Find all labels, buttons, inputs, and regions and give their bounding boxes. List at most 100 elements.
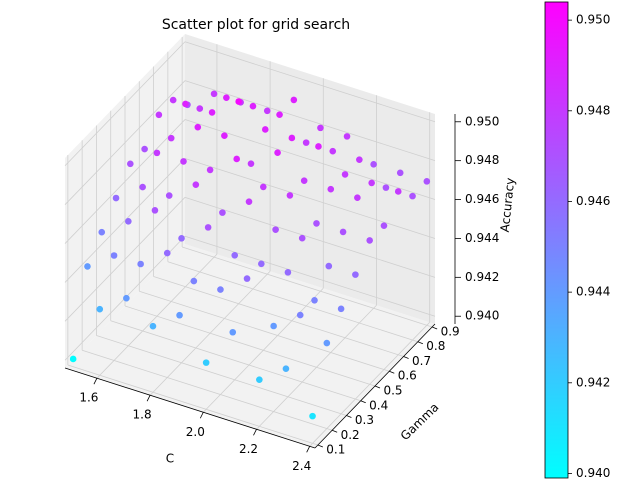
tick-mark [146, 395, 151, 402]
point [276, 111, 283, 118]
point [139, 183, 146, 191]
z-tick-label: 0.950 [465, 114, 499, 128]
point [202, 359, 210, 366]
point [155, 111, 163, 119]
z-tick-label: 0.946 [465, 192, 499, 206]
grid-line [64, 80, 186, 205]
point [176, 311, 183, 319]
point [167, 134, 175, 142]
point [409, 192, 416, 200]
point [217, 286, 224, 293]
point [286, 192, 294, 199]
point [298, 234, 306, 242]
point [394, 188, 402, 195]
point [354, 194, 361, 201]
colorbar-tick-label: 0.946 [576, 194, 610, 208]
x-tick-label: 2.0 [186, 425, 205, 439]
grid-line [184, 41, 436, 123]
point [288, 134, 296, 142]
grid-line [184, 196, 436, 278]
point [256, 376, 263, 383]
x-tick-label: 2.2 [239, 442, 258, 456]
point [258, 260, 265, 268]
grid-line [64, 158, 186, 283]
z-tick-label: 0.942 [465, 270, 499, 284]
point [69, 355, 77, 363]
point [352, 271, 359, 278]
point [194, 123, 202, 131]
point [343, 133, 351, 140]
point [141, 145, 148, 153]
point [204, 224, 212, 231]
point [190, 277, 198, 285]
chart-title: Scatter plot for grid search [162, 17, 350, 33]
y-axis-label: Gamma [398, 400, 442, 443]
grid-line [82, 349, 333, 431]
x-tick-label: 1.6 [79, 391, 98, 405]
grid-line [96, 335, 347, 416]
point [309, 412, 316, 420]
grid-line [182, 246, 433, 328]
point [327, 185, 335, 193]
grid-line [184, 80, 436, 162]
point [233, 155, 241, 163]
grid-line [153, 276, 404, 357]
point [380, 222, 388, 229]
point [290, 96, 298, 104]
point [284, 269, 292, 276]
y-tick-label: 0.7 [412, 354, 431, 368]
point [323, 339, 331, 347]
z-tick-label: 0.940 [465, 309, 499, 323]
point [341, 171, 349, 178]
colorbar-tick-label: 0.948 [576, 103, 610, 117]
point [313, 220, 320, 227]
point [263, 107, 271, 115]
point [337, 305, 345, 313]
point [243, 275, 251, 282]
point [219, 209, 226, 216]
tick-mark [403, 356, 409, 359]
tick-mark [389, 370, 395, 374]
point [317, 124, 324, 132]
z-tick-label: 0.944 [465, 231, 499, 245]
grid-line [184, 158, 436, 239]
y-tick-label: 0.9 [441, 324, 460, 338]
point [231, 252, 239, 259]
tick-mark [317, 444, 324, 448]
point [339, 228, 347, 236]
point [112, 194, 120, 202]
point [423, 178, 431, 185]
z-axis-label: Accuracy [498, 177, 518, 233]
tick-mark [93, 378, 98, 385]
grid-line [184, 119, 436, 200]
point [192, 181, 200, 188]
tick-mark [199, 412, 204, 419]
point [270, 322, 277, 330]
grid-line [64, 119, 186, 244]
pane-back [185, 34, 435, 324]
y-tick-label: 0.8 [426, 339, 445, 353]
point [125, 217, 132, 225]
point [325, 262, 333, 270]
x-tick-label: 1.8 [133, 408, 152, 422]
point [169, 96, 177, 104]
point [149, 322, 157, 330]
y-tick-label: 0.5 [383, 384, 402, 398]
point [368, 179, 375, 187]
point [182, 100, 189, 108]
point [249, 102, 257, 110]
point [366, 237, 373, 244]
point [311, 297, 318, 304]
x-axis-label: C [166, 452, 174, 466]
tick-mark [331, 429, 338, 433]
tick-mark [374, 385, 381, 389]
colorbar-tick-label: 0.944 [576, 285, 610, 299]
z-tick-label: 0.948 [465, 153, 499, 167]
point [123, 294, 130, 302]
point [261, 126, 269, 133]
point [110, 252, 118, 259]
point [329, 147, 337, 155]
point [259, 183, 267, 191]
point [282, 365, 290, 373]
point [223, 94, 230, 101]
